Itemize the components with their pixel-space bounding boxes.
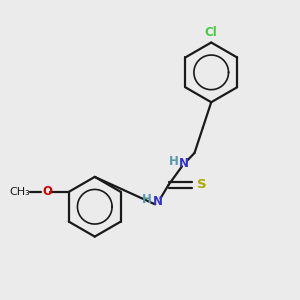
- Text: H: H: [142, 193, 152, 206]
- Text: H: H: [169, 155, 178, 168]
- Text: S: S: [197, 178, 206, 191]
- Text: O: O: [42, 185, 52, 198]
- Text: N: N: [152, 195, 163, 208]
- Text: N: N: [179, 157, 189, 170]
- Text: CH₃: CH₃: [10, 187, 30, 197]
- Text: Cl: Cl: [205, 26, 217, 39]
